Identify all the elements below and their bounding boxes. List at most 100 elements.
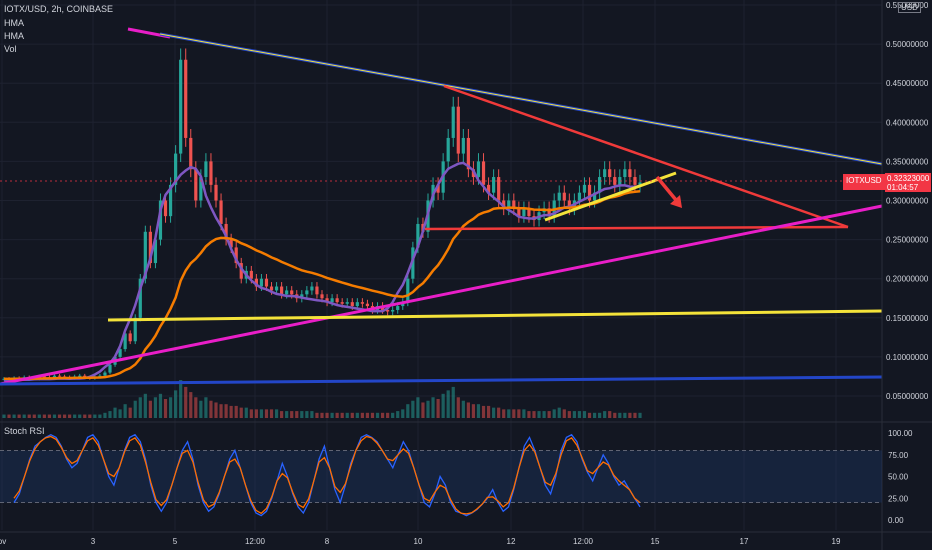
candle-body — [386, 309, 390, 312]
volume-bar — [98, 414, 102, 418]
candle-body — [436, 184, 440, 193]
volume-bar — [380, 412, 385, 418]
volume-bar — [133, 400, 137, 418]
time-tick-label: 5 — [173, 537, 178, 546]
indicator-hma-2[interactable]: HMA — [4, 31, 24, 41]
currency-badge[interactable]: USD — [898, 2, 921, 13]
volume-bar — [527, 411, 531, 418]
time-tick-label: 19 — [832, 537, 841, 546]
candle-body — [224, 223, 228, 240]
candle-body — [204, 161, 208, 178]
volume-bar — [481, 405, 486, 418]
candle-body — [461, 137, 465, 154]
candle-body — [517, 208, 521, 217]
candle-body — [123, 333, 127, 350]
stoch-tick-label: 25.00 — [888, 494, 909, 503]
candle-body — [209, 161, 213, 185]
volume-bar — [88, 414, 92, 418]
stoch-tick-label: 50.00 — [888, 473, 909, 482]
candle-body — [78, 375, 82, 377]
candle-body — [360, 302, 364, 304]
indicator-vol[interactable]: Vol — [4, 44, 17, 54]
price-tick-label: 0.25000000 — [886, 236, 929, 245]
candle-body — [350, 302, 354, 307]
volume-bar — [613, 412, 617, 418]
volume-bar — [295, 411, 299, 418]
candle-body — [98, 375, 102, 377]
volume-bar — [562, 409, 566, 418]
candle-body — [567, 200, 571, 209]
volume-bar — [386, 412, 390, 418]
volume-bar — [27, 414, 31, 418]
volume-bar — [93, 414, 97, 418]
volume-bar — [567, 411, 571, 418]
candle-body — [290, 290, 294, 295]
volume-bar — [507, 409, 511, 418]
candle-body — [285, 290, 289, 295]
volume-bar — [128, 407, 132, 418]
trendline-yellow-top — [159, 33, 883, 165]
candle-body — [547, 208, 551, 217]
volume-bar — [209, 400, 213, 418]
price-tick-label: 0.05000000 — [886, 392, 929, 401]
volume-bar — [547, 411, 551, 418]
volume-bar — [199, 400, 203, 418]
volume-bar — [47, 414, 52, 418]
volume-bar — [421, 402, 425, 418]
candle-body — [264, 278, 269, 287]
trendline-blue-bottom — [0, 375, 883, 386]
volume-bar — [68, 414, 72, 418]
volume-bar — [32, 414, 36, 418]
trendline-yellow-support — [107, 309, 883, 322]
candle-body — [391, 309, 395, 312]
volume-bar — [153, 397, 158, 418]
candle-body — [133, 317, 137, 342]
volume-bar — [123, 404, 127, 418]
volume-bar — [552, 409, 556, 418]
volume-bar — [148, 400, 152, 418]
candle-body — [446, 137, 450, 162]
candle-body — [512, 200, 516, 209]
volume-bar — [365, 412, 370, 418]
volume-bar — [517, 409, 521, 418]
indicator-hma-1[interactable]: HMA — [4, 18, 24, 28]
candle-body — [168, 184, 173, 217]
candle-body — [502, 200, 506, 209]
volume-bar — [57, 414, 62, 418]
price-tick-label: 0.30000000 — [886, 197, 929, 206]
volume-bar — [269, 409, 274, 418]
trendline-red-wedge — [443, 84, 849, 229]
trend-lines — [0, 27, 883, 386]
candle-body — [396, 306, 400, 310]
candle-body — [118, 349, 122, 357]
volume-bars — [2, 380, 642, 418]
candle-body — [330, 298, 334, 303]
candle-body — [158, 200, 163, 240]
stoch-rsi-label[interactable]: Stoch RSI — [4, 426, 45, 436]
volume-bar — [406, 404, 410, 418]
volume-bar — [396, 411, 400, 418]
volume-bar — [426, 400, 430, 418]
chart-title: IOTX/USD, 2h, COINBASE — [4, 4, 114, 14]
candle-body — [638, 182, 642, 185]
volume-bar — [305, 411, 309, 418]
candle-body — [143, 231, 147, 279]
candle-body — [214, 184, 218, 201]
hma-slow-line — [3, 189, 641, 381]
volume-bar — [456, 397, 460, 418]
time-tick-label: 15 — [651, 537, 660, 546]
candle-body — [310, 286, 314, 291]
hma-fast-line — [3, 161, 641, 382]
candle-body — [259, 278, 264, 287]
volume-bar — [118, 409, 122, 418]
volume-bar — [224, 404, 228, 418]
candle-body — [486, 184, 491, 193]
volume-bar — [537, 411, 541, 418]
time-tick-label: 17 — [740, 537, 749, 546]
volume-bar — [451, 386, 455, 418]
candle-body — [476, 161, 481, 178]
volume-bar — [310, 411, 314, 418]
volume-bar — [229, 405, 233, 418]
candle-body — [138, 278, 142, 318]
